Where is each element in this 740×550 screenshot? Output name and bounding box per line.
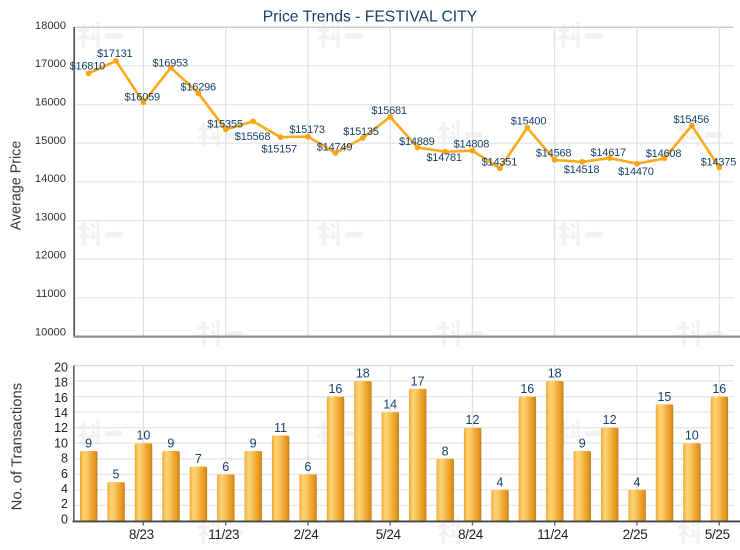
svg-text:5/24: 5/24 [376, 527, 402, 542]
svg-text:6: 6 [61, 467, 68, 481]
svg-text:$14608: $14608 [646, 148, 682, 160]
svg-text:14: 14 [54, 406, 68, 420]
svg-text:15: 15 [657, 390, 671, 404]
svg-text:$14749: $14749 [317, 142, 353, 154]
svg-text:$14470: $14470 [618, 166, 654, 178]
svg-text:14000: 14000 [35, 173, 66, 185]
svg-text:12: 12 [54, 421, 68, 435]
svg-text:16000: 16000 [35, 96, 66, 108]
svg-text:9: 9 [579, 437, 586, 451]
svg-text:2/24: 2/24 [294, 527, 320, 542]
svg-text:Price Trends - FESTIVAL CITY: Price Trends - FESTIVAL CITY [263, 9, 478, 26]
svg-text:$14617: $14617 [590, 147, 626, 159]
svg-text:$15456: $15456 [674, 114, 710, 126]
svg-text:0: 0 [61, 512, 68, 526]
svg-text:18000: 18000 [35, 20, 66, 32]
svg-text:17: 17 [411, 374, 425, 388]
svg-text:$14351: $14351 [482, 156, 518, 168]
svg-text:12000: 12000 [35, 250, 66, 262]
svg-text:$15400: $15400 [511, 115, 547, 127]
svg-text:Average Price: Average Price [9, 141, 25, 231]
svg-text:11/23: 11/23 [208, 527, 239, 542]
svg-text:4: 4 [61, 482, 68, 496]
svg-text:8/23: 8/23 [129, 527, 154, 542]
svg-text:14: 14 [383, 398, 397, 412]
svg-text:$14375: $14375 [701, 157, 737, 169]
svg-text:2/25: 2/25 [623, 527, 648, 542]
svg-text:16: 16 [54, 391, 68, 405]
svg-text:10: 10 [54, 436, 68, 450]
svg-text:20: 20 [54, 360, 68, 374]
svg-text:5: 5 [113, 468, 120, 482]
svg-text:13000: 13000 [35, 211, 66, 223]
svg-text:$15681: $15681 [371, 105, 407, 117]
svg-text:18: 18 [548, 367, 562, 381]
svg-text:4: 4 [496, 475, 503, 489]
svg-text:8/24: 8/24 [458, 527, 484, 542]
svg-text:10: 10 [136, 429, 150, 443]
svg-text:5/25: 5/25 [705, 527, 730, 542]
svg-text:$16953: $16953 [152, 57, 188, 69]
svg-text:10: 10 [685, 429, 699, 443]
svg-text:15000: 15000 [35, 135, 66, 147]
svg-text:$15568: $15568 [235, 131, 271, 143]
svg-text:11/24: 11/24 [537, 527, 569, 542]
svg-text:16: 16 [712, 382, 726, 396]
svg-text:6: 6 [305, 460, 312, 474]
svg-text:$14808: $14808 [454, 138, 490, 150]
svg-text:$15355: $15355 [207, 118, 243, 130]
svg-text:$14889: $14889 [399, 136, 435, 148]
svg-text:11: 11 [274, 421, 287, 435]
svg-text:12: 12 [466, 413, 480, 427]
svg-text:4: 4 [634, 475, 641, 489]
svg-text:9: 9 [167, 437, 174, 451]
svg-text:$17131: $17131 [97, 48, 133, 60]
svg-text:6: 6 [222, 460, 229, 474]
svg-text:$16296: $16296 [180, 82, 216, 94]
svg-text:$15173: $15173 [289, 124, 325, 136]
svg-text:10000: 10000 [35, 326, 66, 338]
svg-text:$16059: $16059 [124, 92, 160, 104]
svg-text:9: 9 [85, 437, 92, 451]
svg-text:16: 16 [520, 382, 534, 396]
svg-text:$14518: $14518 [564, 164, 600, 176]
svg-text:$14568: $14568 [536, 147, 572, 159]
svg-text:2: 2 [61, 497, 68, 511]
svg-text:No. of Transactions: No. of Transactions [10, 383, 26, 510]
svg-text:8: 8 [61, 452, 68, 466]
svg-text:17000: 17000 [35, 58, 66, 70]
svg-text:$15157: $15157 [261, 144, 297, 156]
svg-text:$15135: $15135 [343, 126, 379, 138]
svg-text:16: 16 [328, 382, 342, 396]
svg-text:$16810: $16810 [70, 61, 106, 73]
svg-text:12: 12 [603, 413, 617, 427]
svg-text:18: 18 [54, 376, 68, 390]
svg-text:$14781: $14781 [426, 152, 462, 164]
svg-text:11000: 11000 [36, 288, 66, 300]
svg-text:9: 9 [250, 437, 257, 451]
svg-text:7: 7 [195, 452, 202, 466]
svg-text:8: 8 [442, 444, 449, 458]
svg-text:18: 18 [356, 367, 370, 381]
